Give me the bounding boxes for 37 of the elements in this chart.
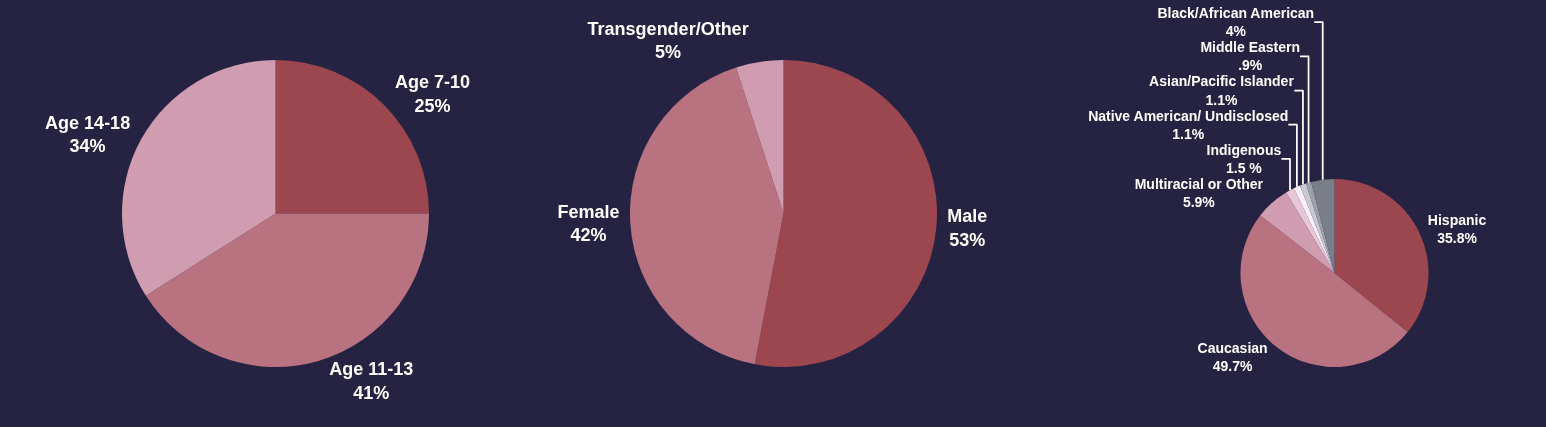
- slice-label: Transgender/Other: [587, 19, 749, 40]
- pie-slice: [1334, 179, 1429, 332]
- data-label: 1.1%: [1172, 125, 1205, 142]
- data-label: 41%: [353, 382, 390, 403]
- data-label: .9%: [1238, 57, 1263, 74]
- slice-label: Caucasian: [1197, 340, 1268, 357]
- pie-slice: [1311, 179, 1335, 273]
- slice-label: Native American/ Undisclosed: [1088, 107, 1289, 124]
- slice-label: Black/African American: [1157, 5, 1315, 22]
- data-label: 42%: [570, 224, 607, 245]
- slice-label: Age 11-13: [329, 359, 414, 380]
- data-label: 34%: [69, 136, 106, 157]
- slice-label: Asian/Pacific Islander: [1149, 73, 1295, 90]
- slice-label: Middle Eastern: [1200, 39, 1301, 56]
- slice-label: Hispanic: [1427, 212, 1487, 229]
- pie-slice: [1299, 183, 1335, 273]
- data-label: 5%: [655, 42, 682, 63]
- data-label: 35.8%: [1437, 230, 1478, 247]
- slice-label: Multiracial or Other: [1134, 176, 1264, 193]
- slice-label: Age 7-10: [394, 72, 470, 93]
- slice-label: Male: [947, 206, 988, 227]
- pie-slice: [1286, 188, 1335, 273]
- data-label: 1.5 %: [1226, 160, 1263, 177]
- pie-slice: [1260, 192, 1335, 273]
- data-label: 5.9%: [1182, 194, 1216, 211]
- pie-slice: [630, 67, 784, 365]
- data-label: 53%: [949, 229, 986, 250]
- data-label: 25%: [414, 95, 451, 116]
- slice-label: Indigenous: [1206, 141, 1282, 158]
- data-label: 1.1%: [1205, 91, 1238, 108]
- pie-slice: [1306, 181, 1335, 273]
- pie-slice: [754, 60, 937, 367]
- data-label: 4%: [1225, 23, 1247, 40]
- slice-label: Age 14-18: [45, 112, 131, 133]
- slice-label: Female: [557, 201, 620, 222]
- pie-slice: [736, 60, 784, 214]
- data-label: 49.7%: [1212, 358, 1254, 375]
